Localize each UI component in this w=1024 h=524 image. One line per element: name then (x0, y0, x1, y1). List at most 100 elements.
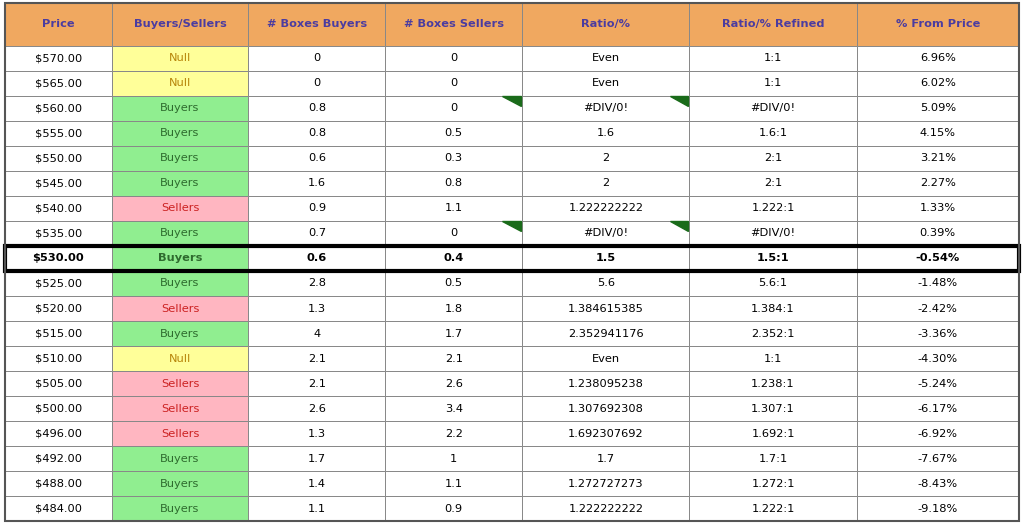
Text: 1.222222222: 1.222222222 (568, 203, 643, 213)
Text: -8.43%: -8.43% (918, 479, 957, 489)
Bar (522, 121, 689, 146)
Bar (689, 346, 857, 371)
Bar (112, 471, 249, 496)
Bar (249, 346, 385, 371)
Text: $545.00: $545.00 (35, 178, 82, 188)
Text: #DIV/0!: #DIV/0! (584, 103, 629, 113)
Bar (5, 196, 112, 221)
Bar (5, 221, 112, 246)
Text: Sellers: Sellers (161, 203, 200, 213)
Text: 2.1: 2.1 (308, 354, 326, 364)
Bar (385, 396, 522, 421)
Bar (689, 321, 857, 346)
Text: Sellers: Sellers (161, 303, 200, 313)
Bar (385, 271, 522, 296)
Text: 0: 0 (451, 53, 458, 63)
Bar (522, 321, 689, 346)
Text: 2: 2 (602, 154, 609, 163)
Text: -7.67%: -7.67% (918, 454, 957, 464)
Bar (857, 421, 1019, 446)
Bar (857, 496, 1019, 521)
Text: $510.00: $510.00 (35, 354, 82, 364)
Bar (249, 271, 385, 296)
Text: Ratio/% Refined: Ratio/% Refined (722, 19, 824, 29)
Bar (249, 171, 385, 196)
Text: $500.00: $500.00 (35, 403, 82, 413)
Text: 1.384:1: 1.384:1 (752, 303, 795, 313)
Text: 5.6: 5.6 (597, 278, 614, 289)
Text: 1.8: 1.8 (444, 303, 463, 313)
Text: 3.21%: 3.21% (920, 154, 955, 163)
Bar (249, 3, 385, 46)
Text: 1.1: 1.1 (308, 504, 326, 514)
Bar (5, 146, 112, 171)
Bar (857, 71, 1019, 96)
Bar (522, 421, 689, 446)
Text: 0.7: 0.7 (308, 228, 326, 238)
Text: 1: 1 (451, 454, 458, 464)
Bar (689, 496, 857, 521)
Text: 1:1: 1:1 (764, 53, 782, 63)
Bar (5, 371, 112, 396)
Bar (385, 96, 522, 121)
Text: 1.238095238: 1.238095238 (568, 379, 644, 389)
Bar (689, 121, 857, 146)
Text: 5.09%: 5.09% (920, 103, 955, 113)
Bar (249, 496, 385, 521)
Text: $520.00: $520.00 (35, 303, 82, 313)
Bar (857, 196, 1019, 221)
Bar (857, 321, 1019, 346)
Text: $496.00: $496.00 (35, 429, 82, 439)
Text: Price: Price (42, 19, 75, 29)
Text: Sellers: Sellers (161, 379, 200, 389)
Text: 5.6:1: 5.6:1 (759, 278, 787, 289)
Bar (522, 446, 689, 471)
Text: $525.00: $525.00 (35, 278, 82, 289)
Bar (857, 396, 1019, 421)
Bar (5, 296, 112, 321)
Bar (5, 171, 112, 196)
Text: 1:1: 1:1 (764, 354, 782, 364)
Bar (5, 71, 112, 96)
Text: 1.222222222: 1.222222222 (568, 504, 643, 514)
Text: 0.9: 0.9 (444, 504, 463, 514)
Text: 1.222:1: 1.222:1 (752, 203, 795, 213)
Text: $555.00: $555.00 (35, 128, 82, 138)
Text: 2.8: 2.8 (308, 278, 326, 289)
Text: #DIV/0!: #DIV/0! (584, 228, 629, 238)
Text: -3.36%: -3.36% (918, 329, 957, 339)
Bar (857, 346, 1019, 371)
Bar (522, 71, 689, 96)
Text: $492.00: $492.00 (35, 454, 82, 464)
Text: 1.238:1: 1.238:1 (752, 379, 795, 389)
Text: Buyers: Buyers (161, 178, 200, 188)
Text: 0.3: 0.3 (444, 154, 463, 163)
Bar (689, 296, 857, 321)
Bar (857, 96, 1019, 121)
Bar (522, 171, 689, 196)
Text: $560.00: $560.00 (35, 103, 82, 113)
Bar (522, 371, 689, 396)
Bar (522, 396, 689, 421)
Bar (385, 421, 522, 446)
Polygon shape (670, 221, 688, 231)
Bar (249, 121, 385, 146)
Text: Buyers: Buyers (161, 128, 200, 138)
Text: $550.00: $550.00 (35, 154, 82, 163)
Bar (689, 46, 857, 71)
Text: % From Price: % From Price (896, 19, 980, 29)
Bar (5, 471, 112, 496)
Bar (112, 246, 249, 271)
Bar (689, 371, 857, 396)
Text: 2.6: 2.6 (444, 379, 463, 389)
Text: 2.1: 2.1 (444, 354, 463, 364)
Bar (112, 196, 249, 221)
Bar (249, 321, 385, 346)
Bar (5, 246, 112, 271)
Text: Buyers: Buyers (161, 329, 200, 339)
Text: 0.6: 0.6 (307, 254, 327, 264)
Text: 0.6: 0.6 (308, 154, 326, 163)
Bar (5, 46, 112, 71)
Text: 6.02%: 6.02% (920, 78, 955, 88)
Bar (112, 271, 249, 296)
